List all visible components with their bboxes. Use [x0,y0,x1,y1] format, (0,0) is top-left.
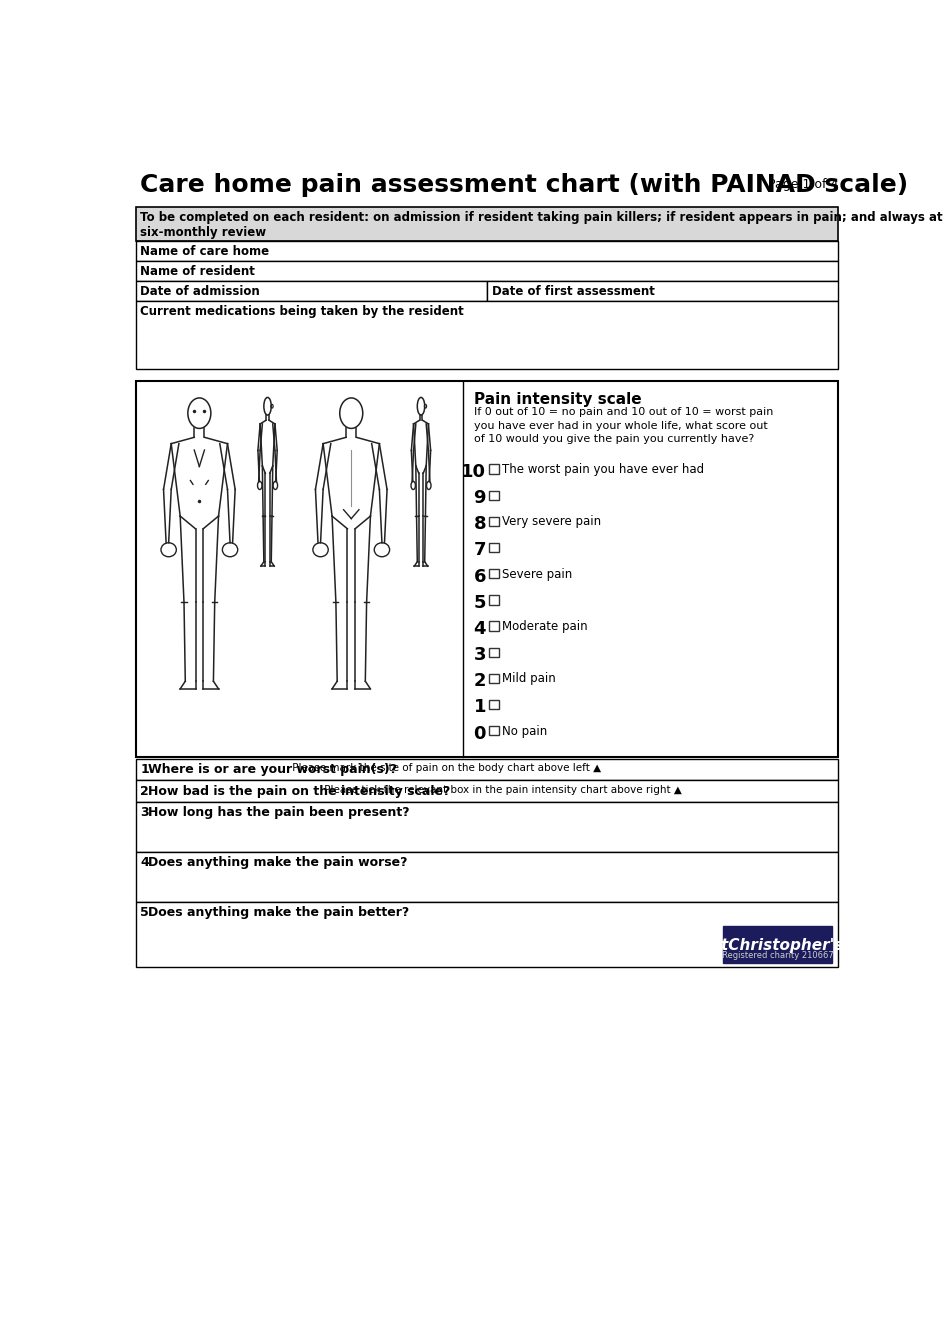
Bar [136,780,838,801]
Text: 5: 5 [474,593,486,612]
Bar [136,207,838,242]
Bar [486,282,838,301]
Text: 5: 5 [141,906,149,919]
Bar [489,491,499,499]
Text: Page 1 of 4: Page 1 of 4 [768,178,838,191]
Text: Care home pain assessment chart (with PAINAD scale): Care home pain assessment chart (with PA… [141,173,908,196]
Bar [136,902,838,968]
Text: Registered charity 210667: Registered charity 210667 [722,951,833,960]
Text: Does anything make the pain better?: Does anything make the pain better? [148,906,409,919]
Text: 4: 4 [474,620,486,637]
Bar [136,242,838,262]
Bar [136,262,838,282]
Bar [136,801,838,852]
Text: To be completed on each resident: on admission if resident taking pain killers; : To be completed on each resident: on adm… [141,211,943,239]
Text: 9: 9 [474,488,486,507]
Bar [489,569,499,578]
Text: 7: 7 [474,541,486,560]
Text: Mild pain: Mild pain [503,672,556,686]
Bar [136,301,838,369]
Text: Please mark the site of pain on the body chart above left ▲: Please mark the site of pain on the body… [289,764,601,773]
Bar [489,517,499,526]
Bar [489,648,499,658]
Text: Does anything make the pain worse?: Does anything make the pain worse? [148,856,408,870]
Text: 0: 0 [474,725,486,742]
Text: The worst pain you have ever had: The worst pain you have ever had [503,463,705,476]
Text: Name of care home: Name of care home [141,246,270,258]
Text: If 0 out of 10 = no pain and 10 out of 10 = worst pain
you have ever had in your: If 0 out of 10 = no pain and 10 out of 1… [474,408,773,444]
Text: 1: 1 [141,764,149,776]
Text: 1: 1 [474,698,486,717]
Bar [489,621,499,631]
Bar [489,544,499,552]
Text: 3: 3 [474,646,486,664]
Text: 8: 8 [473,515,486,533]
Text: How bad is the pain on the intensity scale?: How bad is the pain on the intensity sca… [148,785,450,797]
Text: Date of admission: Date of admission [141,285,260,298]
Bar [136,282,486,301]
Text: 2: 2 [474,672,486,690]
Text: Please tick the relevant box in the pain intensity chart above right ▲: Please tick the relevant box in the pain… [321,785,682,794]
Text: Current medications being taken by the resident: Current medications being taken by the r… [141,305,465,318]
Text: 6: 6 [474,568,486,585]
Text: 10: 10 [461,463,486,480]
Bar [723,926,832,962]
Text: Very severe pain: Very severe pain [503,515,601,529]
Text: Severe pain: Severe pain [503,568,573,581]
Bar [136,381,838,757]
Text: How long has the pain been present?: How long has the pain been present? [148,807,409,820]
Bar [489,674,499,683]
Text: Where is or are your worst pain(s)?: Where is or are your worst pain(s)? [148,764,397,776]
Text: 4: 4 [141,856,149,870]
Bar [489,596,499,604]
Bar [489,726,499,735]
Bar [489,701,499,710]
Bar [489,464,499,474]
Text: No pain: No pain [503,725,547,738]
Text: Name of resident: Name of resident [141,264,256,278]
Text: 2: 2 [141,785,149,797]
Text: Date of first assessment: Date of first assessment [491,285,655,298]
Bar [136,758,838,780]
Text: Pain intensity scale: Pain intensity scale [474,392,641,407]
Bar [136,852,838,902]
Text: Moderate pain: Moderate pain [503,620,588,633]
Text: 3: 3 [141,807,149,820]
Text: StChristopher's: StChristopher's [711,938,845,953]
